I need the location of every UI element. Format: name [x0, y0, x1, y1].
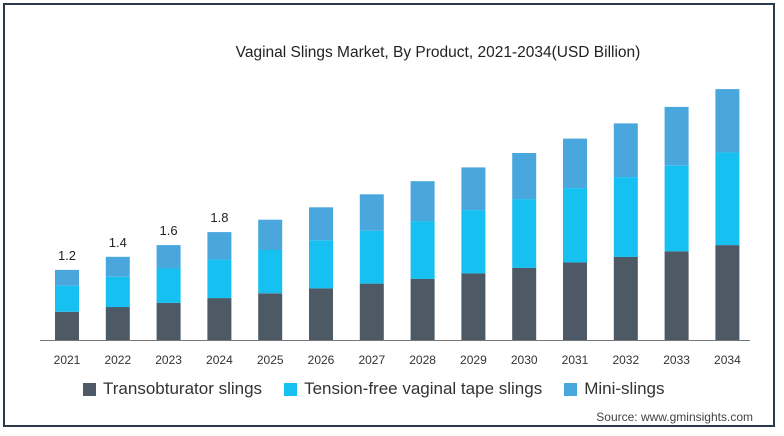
bar-segment-2028-series-2: [410, 181, 435, 222]
bar-segment-2025-series-2: [258, 219, 283, 250]
bar-segment-2026-series-0: [309, 288, 333, 340]
bar-segment-2026-series-1: [309, 240, 333, 289]
x-tick-label: 2034: [714, 353, 741, 367]
data-label: 1.4: [109, 235, 127, 250]
bar-segment-2031-series-0: [563, 262, 587, 340]
x-tick-label: 2021: [54, 353, 81, 367]
x-tick-label: 2025: [257, 353, 284, 367]
bar-segment-2027-series-2: [359, 194, 384, 231]
x-tick-label: 2022: [104, 353, 131, 367]
data-label: 1.8: [210, 210, 228, 225]
bar-segment-2025-series-0: [258, 293, 283, 341]
legend-label: Mini-slings: [584, 379, 665, 398]
data-label: 1.6: [160, 223, 178, 238]
x-tick-label: 2023: [155, 353, 182, 367]
x-tick-label: 2028: [409, 353, 436, 367]
x-tick-label: 2027: [358, 353, 385, 367]
bar-segment-2026-series-2: [309, 207, 333, 241]
bar-segment-2029-series-0: [461, 273, 486, 340]
data-label: 1.2: [58, 248, 76, 263]
bar-segment-2022-series-1: [105, 276, 130, 308]
legend-label: Transobturator slings: [103, 379, 263, 398]
bar-segment-2024-series-2: [207, 232, 232, 260]
bar-segment-2021-series-2: [55, 269, 79, 286]
source-note: Source: www.gminsights.com: [596, 410, 753, 424]
bar-segment-2028-series-1: [410, 221, 435, 279]
x-tick-label: 2024: [206, 353, 233, 367]
chart-frame: Vaginal Slings Market, By Product, 2021-…: [3, 3, 775, 427]
x-tick-label: 2029: [460, 353, 487, 367]
bar-segment-2021-series-0: [55, 311, 79, 340]
bar-segment-2025-series-1: [258, 249, 283, 294]
legend-swatch: [83, 382, 96, 396]
legend-item-mini-slings: Mini-slings: [564, 379, 665, 399]
bar-segment-2033-series-2: [664, 106, 689, 166]
legend-swatch: [284, 382, 298, 396]
legend-label: Tension-free vaginal tape slings: [304, 379, 543, 398]
x-tick-label: 2026: [308, 353, 335, 367]
bar-segment-2023-series-0: [156, 302, 181, 340]
bar-segment-2023-series-2: [156, 245, 181, 269]
legend-item-tension-free: Tension-free vaginal tape slings: [284, 379, 542, 399]
bar-segment-2029-series-2: [461, 167, 486, 210]
legend-swatch: [564, 382, 578, 396]
bar-segment-2030-series-0: [512, 267, 537, 340]
bar-segment-2027-series-0: [359, 283, 384, 340]
bar-segment-2029-series-1: [461, 210, 486, 274]
bar-segment-2034-series-0: [715, 245, 740, 340]
bar-segment-2024-series-1: [207, 259, 232, 299]
bar-segment-2027-series-1: [359, 230, 384, 284]
chart-canvas: Vaginal Slings Market, By Product, 2021-…: [40, 44, 750, 367]
legend-item-transobturator: Transobturator slings: [83, 379, 262, 399]
bar-segment-2024-series-0: [207, 298, 232, 340]
bar-segment-2032-series-2: [613, 123, 638, 177]
bar-segment-2028-series-0: [410, 278, 435, 340]
bar-segment-2030-series-1: [512, 199, 537, 268]
bars-group: [55, 89, 740, 341]
bar-segment-2021-series-1: [55, 285, 79, 312]
bar-segment-2030-series-2: [512, 153, 537, 200]
x-tick-labels: 2021 2022 2023 2024 2025 2026 2027 2028 2029 2030…: [54, 353, 741, 367]
bar-segment-2033-series-1: [664, 165, 689, 252]
bar-segment-2022-series-2: [105, 256, 130, 277]
legend: Transobturator slings Tension-free vagin…: [83, 379, 687, 399]
chart-title: Vaginal Slings Market, By Product, 2021-…: [236, 44, 641, 61]
bar-segment-2031-series-2: [563, 138, 587, 189]
bar-segment-2031-series-1: [563, 188, 587, 263]
bar-segment-2033-series-0: [664, 251, 689, 340]
bar-segment-2023-series-1: [156, 268, 181, 303]
data-labels: 1.2 1.4 1.6 1.8: [58, 210, 228, 263]
x-tick-label: 2033: [663, 353, 690, 367]
x-tick-label: 2030: [511, 353, 538, 367]
bar-segment-2034-series-2: [715, 89, 740, 153]
bar-segment-2034-series-1: [715, 152, 740, 246]
bar-segment-2022-series-0: [105, 307, 130, 340]
x-tick-label: 2032: [612, 353, 639, 367]
x-tick-label: 2031: [562, 353, 589, 367]
bar-segment-2032-series-0: [613, 256, 638, 340]
bar-segment-2032-series-1: [613, 177, 638, 257]
